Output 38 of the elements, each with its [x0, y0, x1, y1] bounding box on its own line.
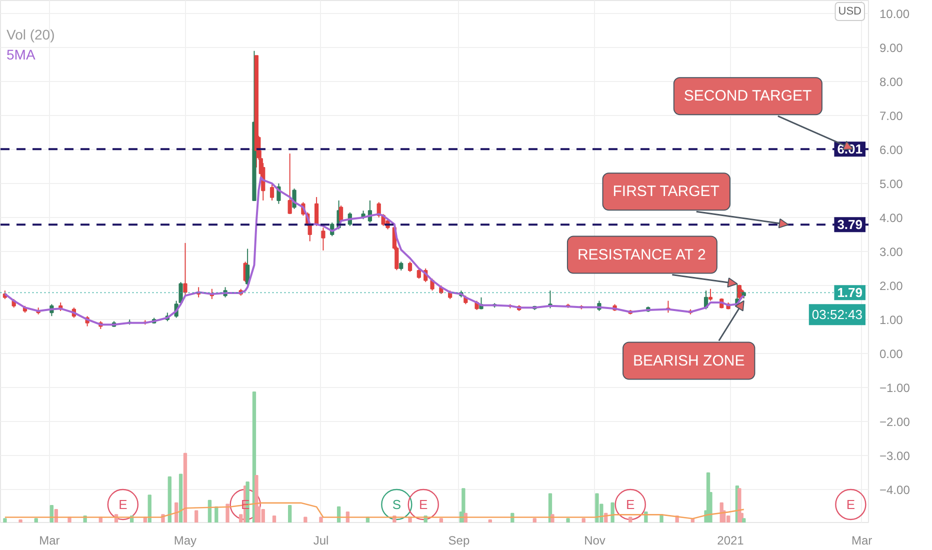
ref-line-label: 3.79: [837, 217, 863, 232]
x-tick-label: Sep: [448, 534, 470, 548]
annotation: USD: [838, 6, 862, 18]
x-tick-label: 2021: [717, 534, 744, 548]
annotation: RESISTANCE AT 2: [577, 246, 706, 264]
text: 5MA: [6, 46, 36, 62]
x-tick-label: Mar: [851, 534, 872, 548]
annotation: SECOND TARGET: [684, 88, 812, 105]
annotation: BEARISH ZONE: [633, 352, 745, 370]
annotation: FIRST TARGET: [612, 183, 720, 200]
y-tick-label: 1.00: [880, 312, 904, 327]
x-tick-label: Jul: [313, 534, 329, 548]
y-tick-label: 2.00: [880, 278, 904, 293]
y-tick-label: 0.00: [880, 346, 904, 361]
annotation: E: [240, 496, 250, 512]
annotation: E: [419, 496, 428, 512]
y-tick-label: 6.00: [880, 142, 904, 157]
y-tick-label: −1.00: [880, 380, 910, 395]
text: Vol (20): [6, 26, 55, 42]
x-tick-label: Mar: [39, 534, 60, 548]
annotation: E: [626, 496, 636, 512]
y-tick-label: −4.00: [880, 483, 910, 498]
y-tick-label: 9.00: [880, 40, 904, 55]
y-tick-label: −2.00: [880, 415, 910, 429]
y-tick-label: −3.00: [880, 449, 910, 464]
ref-line-label: 1.79: [837, 285, 863, 300]
y-tick-label: 8.00: [880, 74, 904, 89]
y-tick-label: 4.00: [880, 210, 904, 225]
x-tick-label: May: [174, 534, 197, 548]
x-tick-label: Nov: [584, 534, 606, 548]
y-tick-label: 10.00: [880, 6, 910, 21]
y-tick-label: 5.00: [880, 176, 904, 191]
y-tick-label: 3.00: [880, 244, 904, 259]
annotation: 03:52:43: [812, 307, 863, 322]
annotation: S: [392, 496, 402, 512]
annotation: E: [846, 496, 856, 512]
annotation: E: [118, 496, 128, 512]
y-tick-label: 7.00: [880, 108, 904, 123]
